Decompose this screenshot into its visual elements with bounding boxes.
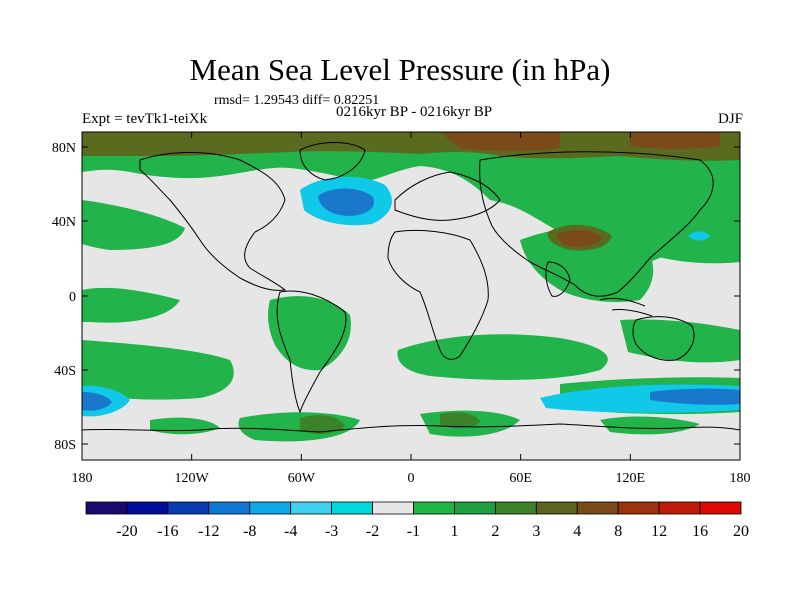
colorbar-label: 12 xyxy=(651,523,667,540)
longitude-axis: 180 120W 60W 0 60E 120E 180 xyxy=(72,132,751,486)
asia-coast xyxy=(479,151,714,297)
north-atlantic-blue xyxy=(318,188,374,216)
colorbar-swatch xyxy=(208,501,251,515)
arctic-brown-1 xyxy=(440,132,560,151)
colorbar-label: -1 xyxy=(407,523,420,540)
colorbar-swatch xyxy=(699,501,742,515)
coastlines xyxy=(82,142,740,433)
africa-coast xyxy=(387,229,489,360)
north-america-coast xyxy=(139,152,287,291)
stats-line: rmsd= 1.29543 diff= 0.82251 xyxy=(214,93,380,108)
lat-tick-label: 80S xyxy=(54,438,76,453)
north-pacific-green xyxy=(82,200,185,250)
colorbar-label: 4 xyxy=(573,523,581,540)
lon-tick-label: 60E xyxy=(509,471,532,486)
lon-tick-label: 180 xyxy=(730,471,751,486)
colorbar-swatch xyxy=(290,501,333,515)
colorbar-label: -3 xyxy=(325,523,338,540)
colorbar-swatch xyxy=(454,501,496,515)
lon-tick-label: 60W xyxy=(288,471,316,486)
antarctic-dark-2 xyxy=(440,412,480,429)
greenland-coast xyxy=(299,142,366,181)
colorbar-label: 8 xyxy=(614,523,622,540)
lon-tick-label: 120E xyxy=(616,471,646,486)
colorbar-label: 3 xyxy=(532,523,540,540)
colorbar-swatch xyxy=(249,501,292,515)
lon-tick-label: 120W xyxy=(175,471,210,486)
lat-tick-label: 80N xyxy=(52,141,76,156)
latitude-axis: 80N 40N 0 40S 80S xyxy=(52,141,740,453)
south-indian-green xyxy=(397,334,608,380)
colorbar-swatch xyxy=(126,501,169,515)
colorbar-label: 16 xyxy=(692,523,708,540)
indonesia-coast xyxy=(599,297,653,317)
south-america-coast xyxy=(276,290,347,414)
southern-ocean-green xyxy=(82,340,234,400)
colorbar-swatch xyxy=(617,501,660,515)
tibet-brown xyxy=(557,229,602,247)
colorbar-label: -4 xyxy=(284,523,297,540)
colorbar-label: -8 xyxy=(243,523,256,540)
lat-tick-label: 0 xyxy=(69,290,76,305)
lon-tick-label: 180 xyxy=(72,471,93,486)
colorbar-label: 1 xyxy=(450,523,458,540)
south-indian-blue xyxy=(650,388,740,405)
lon-tick-label: 0 xyxy=(408,471,415,486)
period-label: 0216kyr BP - 0216kyr BP xyxy=(335,104,493,120)
colorbar-swatch xyxy=(413,501,455,515)
australia-coast xyxy=(632,316,695,361)
colorbar-swatch xyxy=(658,501,701,515)
experiment-label: Expt = tevTk1-teiXk xyxy=(82,111,208,127)
south-pacific-blue xyxy=(82,392,112,411)
plot-title: Mean Sea Level Pressure (in hPa) xyxy=(189,52,611,87)
colorbar-swatch xyxy=(167,501,210,515)
antarctic-dark-1 xyxy=(300,415,345,435)
colorbar-label: -12 xyxy=(198,523,219,540)
field-layer xyxy=(82,132,740,460)
colorbar-label: 20 xyxy=(733,523,749,540)
lat-tick-label: 40S xyxy=(54,364,76,379)
colorbar-swatch xyxy=(85,501,128,515)
tropical-pacific-green xyxy=(82,287,180,323)
colorbar-label: -2 xyxy=(366,523,379,540)
asia-green xyxy=(520,226,654,302)
colorbar-label: 2 xyxy=(491,523,499,540)
pacific-light-blue-spot xyxy=(688,231,710,241)
antarctica-coast xyxy=(82,423,740,433)
arctic-dark-band xyxy=(82,132,740,161)
colorbar-label: -20 xyxy=(116,523,137,540)
colorbar-swatch xyxy=(331,501,373,515)
antarctic-green-4 xyxy=(600,416,700,435)
colorbar-swatch xyxy=(576,501,619,515)
europe-coast xyxy=(394,171,501,221)
lat-tick-label: 40N xyxy=(52,215,76,230)
colorbar-swatch xyxy=(372,501,414,515)
india-coast xyxy=(545,261,571,297)
australia-green xyxy=(620,319,740,363)
arctic-brown-2 xyxy=(630,132,720,149)
colorbar-label: -16 xyxy=(157,523,178,540)
south-america-green xyxy=(267,296,351,371)
season-label: DJF xyxy=(717,111,743,127)
colorbar: -20 -16 -12 -8 -4 -3 -2 -1 1 2 3 4 8 12 16 20 xyxy=(85,501,749,540)
colorbar-swatch xyxy=(494,501,537,515)
colorbar-swatch xyxy=(535,501,578,515)
